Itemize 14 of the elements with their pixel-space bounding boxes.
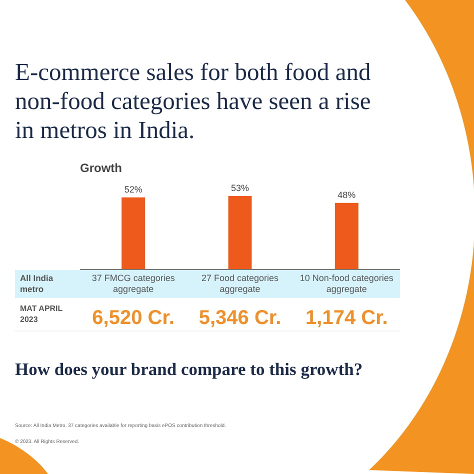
text: MAT APRIL 2023 (20, 304, 63, 324)
text: 1,174 Cr. (306, 307, 388, 329)
data-label: 53% (230, 183, 250, 193)
data-label: 52% (124, 184, 142, 194)
chart-title: E-commerce sales for both food and non-food categories have seen a rise in metros in India. (15, 59, 371, 144)
data-label: 48% (338, 190, 356, 200)
text: All India metro (20, 273, 54, 294)
text: How does your brand compare to this growth? (15, 359, 363, 379)
text: 5,346 Cr. (198, 307, 282, 329)
y-axis-title: Growth (80, 161, 122, 175)
x-tick-label: 37 FMCG categories aggregate (92, 273, 176, 294)
x-tick-label: 10 Non-food categories aggregate (300, 273, 394, 294)
x-tick-label: 27 Food categories aggregate (201, 273, 280, 294)
text: 6,520 Cr. (92, 307, 174, 329)
